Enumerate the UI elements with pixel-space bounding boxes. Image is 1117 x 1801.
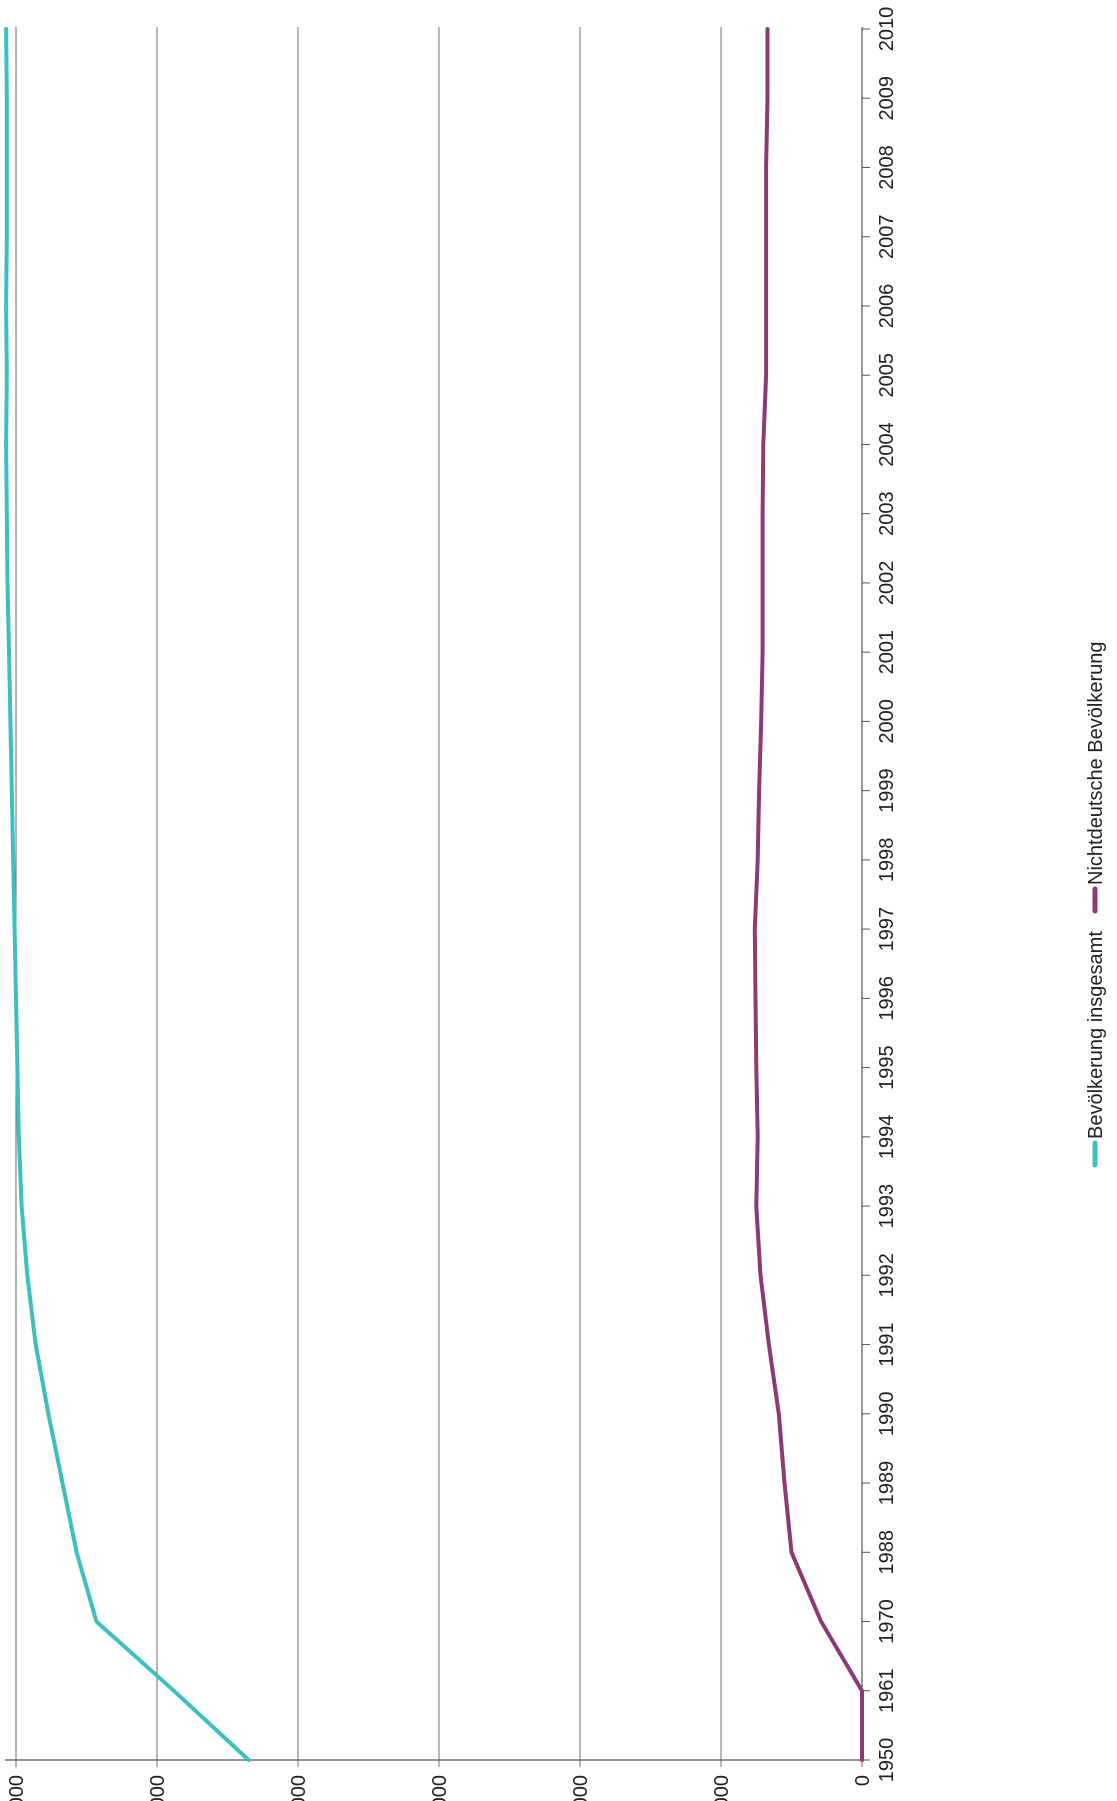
x-tick-label: 1950 xyxy=(876,1738,898,1783)
x-tick-label: 1961 xyxy=(876,1669,898,1714)
y-tick-label: 5 000 000 xyxy=(147,1775,169,1801)
x-tick-label: 2010 xyxy=(876,7,898,52)
x-tick-label: 1993 xyxy=(876,1184,898,1229)
y-tick-label: 3 000 000 xyxy=(429,1775,451,1801)
legend: Bevölkerung insgesamt Nichtdeutsche Bevö… xyxy=(1085,642,1107,1168)
legend-label-total: Bevölkerung insgesamt xyxy=(1085,931,1107,1139)
x-tick-label: 1988 xyxy=(876,1530,898,1575)
x-tick-label: 2008 xyxy=(876,145,898,190)
series-lines xyxy=(4,27,864,1762)
series-line-foreign xyxy=(752,27,864,1762)
x-tick-label: 1989 xyxy=(876,1461,898,1506)
x-tick-label: 2002 xyxy=(876,561,898,606)
grid-lines xyxy=(15,27,722,1760)
legend-label-foreign: Nichtdeutsche Bevölkerung xyxy=(1085,642,1107,885)
axes xyxy=(5,27,870,1767)
x-tick-label: 1995 xyxy=(876,1045,898,1090)
x-tick-label: 1998 xyxy=(876,838,898,883)
x-tick-label: 2003 xyxy=(876,491,898,536)
x-tick-label: 2004 xyxy=(876,422,898,467)
x-tick-label: 2005 xyxy=(876,353,898,398)
x-tick-label: 2001 xyxy=(876,630,898,675)
x-tick-label: 2009 xyxy=(876,76,898,121)
x-tick-label: 2000 xyxy=(876,699,898,744)
x-tick-label: 1994 xyxy=(876,1115,898,1160)
x-tick-label: 1992 xyxy=(876,1253,898,1298)
x-tick-label: 1996 xyxy=(876,976,898,1021)
x-tick-label: 1999 xyxy=(876,768,898,813)
y-tick-label: 0 xyxy=(852,1775,874,1786)
x-tick-label: 1997 xyxy=(876,907,898,952)
series-line-total xyxy=(4,27,251,1762)
x-tick-label: 1970 xyxy=(876,1599,898,1644)
y-tick-label: 1 000 000 xyxy=(711,1775,733,1801)
x-tick-labels: 1950 1961 1970 1988 1989 1990 1991 1992 1993 1994… xyxy=(876,7,898,1783)
x-tick-label: 2007 xyxy=(876,214,898,259)
x-tick-label: 1990 xyxy=(876,1392,898,1437)
y-tick-labels: 0 1 000 000 2 000 000 3 000 000 4 000 000 5 0… xyxy=(6,1775,874,1801)
x-tick-label: 2006 xyxy=(876,284,898,329)
x-tick-label: 1991 xyxy=(876,1322,898,1367)
y-tick-label: 2 000 000 xyxy=(570,1775,592,1801)
y-tick-label: 6 000 000 xyxy=(6,1775,28,1801)
y-tick-label: 4 000 000 xyxy=(288,1775,310,1801)
